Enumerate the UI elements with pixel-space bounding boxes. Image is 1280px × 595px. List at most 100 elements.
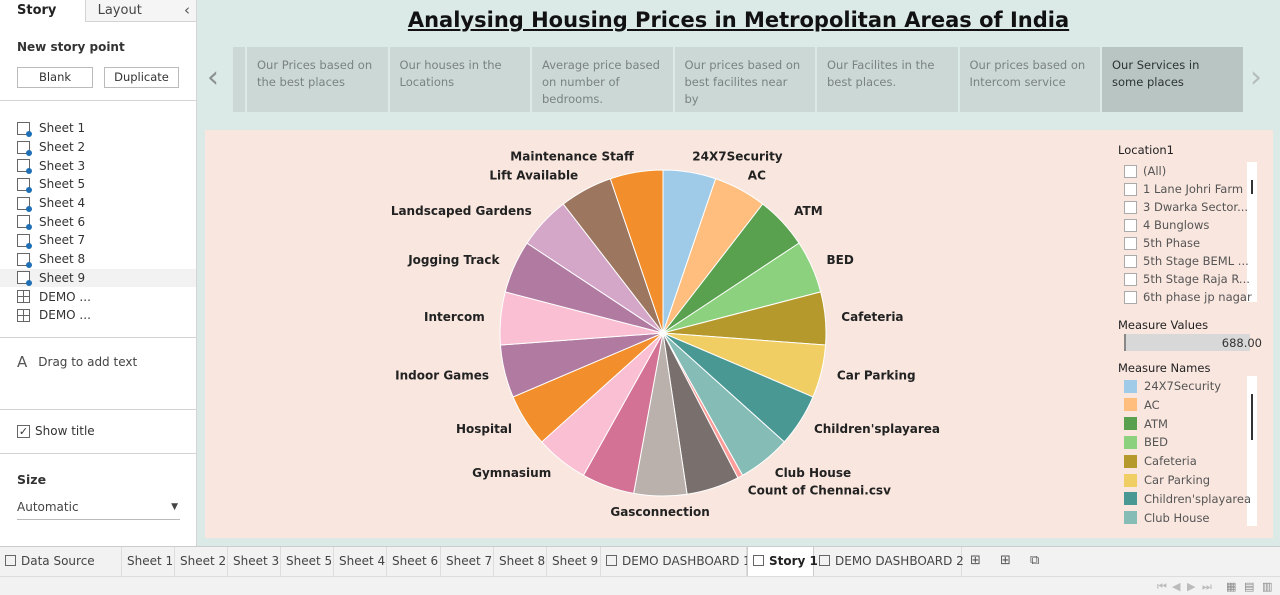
story-point-6[interactable]: Our prices based on Intercom service (959, 47, 1100, 112)
legend-item[interactable]: BED (1124, 433, 1168, 451)
new-story-icon[interactable]: ⧉ (1030, 553, 1040, 568)
next-page-icon[interactable]: ▶ (1187, 580, 1196, 593)
location-label: 5th Stage Raja R... (1143, 272, 1250, 286)
checkbox[interactable] (1124, 164, 1137, 178)
bottom-tab[interactable]: DEMO DASHBOARD 2 (814, 547, 964, 576)
sheet-list-label: Sheet 3 (39, 158, 86, 173)
tabs-view-icon[interactable]: ▥ (1262, 580, 1273, 593)
legend-swatch (1124, 492, 1137, 506)
location-filter-item[interactable]: 5th Phase (1124, 234, 1200, 252)
measure-names-scrollbar[interactable] (1247, 376, 1257, 526)
sheet-list-item[interactable]: Sheet 5 (0, 175, 196, 194)
bottom-tab[interactable]: Story 1 (747, 547, 818, 576)
blank-button[interactable]: Blank (17, 67, 93, 88)
location-filter-item[interactable]: 3 Dwarka Sector... (1124, 198, 1248, 216)
legend-swatch (1124, 435, 1137, 449)
first-page-icon[interactable]: ⏮ (1157, 580, 1167, 593)
story-point-7[interactable]: Our Services in some places (1102, 47, 1243, 112)
measure-values-slider[interactable] (1124, 334, 1250, 351)
bottom-tab[interactable]: Sheet 1 (122, 547, 175, 576)
location-label: (All) (1143, 164, 1167, 178)
tab-layout[interactable]: Layout (85, 0, 196, 22)
bottom-tab[interactable]: Sheet 4 (334, 547, 387, 576)
legend-item[interactable]: Children'splayarea (1124, 490, 1251, 508)
legend-label: Club House (1144, 510, 1210, 525)
legend-item[interactable]: Club House (1124, 509, 1210, 527)
worksheet-icon (17, 215, 32, 231)
bottom-tab[interactable]: Data Source (0, 547, 122, 576)
sheet-list-label: Sheet 9 (39, 270, 86, 285)
text-icon: A (17, 353, 28, 371)
location-filter-item[interactable]: 6th phase jp nagar (1124, 288, 1252, 306)
filmstrip-view-icon[interactable]: ▤ (1244, 580, 1255, 593)
sheet-list-item[interactable]: Sheet 4 (0, 194, 196, 213)
new-dashboard-icon[interactable]: ⊞ (1000, 553, 1011, 568)
story-point-4[interactable]: Our prices based on best facilites near … (674, 47, 815, 112)
checkbox[interactable] (1124, 200, 1137, 214)
sheet-list-item[interactable]: Sheet 1 (0, 119, 196, 138)
tab-story[interactable]: Story (0, 0, 86, 22)
legend-swatch (1124, 398, 1137, 412)
location-label: 4 Bunglows (1143, 218, 1210, 232)
bottom-tab[interactable]: Sheet 9 (547, 547, 601, 576)
pie-chart[interactable]: 24X7Security AC ATM BED Cafeteria Car Parking… (205, 130, 1105, 538)
sheet-list-item[interactable]: DEMO ... (0, 306, 196, 325)
pie-slice[interactable] (609, 169, 664, 334)
collapse-panel-icon[interactable]: ‹ (184, 1, 190, 19)
legend-item[interactable]: AC (1124, 396, 1160, 414)
sheet-list-item[interactable]: Sheet 7 (0, 231, 196, 250)
story-point-3[interactable]: Average price based on number of bedroom… (532, 47, 673, 112)
next-point-icon[interactable]: › (1250, 60, 1262, 95)
sheet-list-item[interactable]: Sheet 6 (0, 212, 196, 231)
bottom-tab[interactable]: Sheet 6 (387, 547, 441, 576)
story-icon (753, 555, 764, 566)
location-filter-item[interactable]: (All) (1124, 162, 1166, 180)
size-select[interactable]: Automatic ▼ (17, 500, 180, 520)
new-worksheet-icon[interactable]: ⊞ (970, 553, 981, 568)
checkbox[interactable] (1124, 272, 1137, 286)
bottom-tab[interactable]: Sheet 2 (175, 547, 228, 576)
sheet-list-item[interactable]: DEMO ... (0, 287, 196, 306)
bottom-tab-label: Sheet 1 (127, 554, 174, 568)
story-point-5[interactable]: Our Facilites in the best places. (817, 47, 958, 112)
story-point-2[interactable]: Our houses in the Locations (389, 47, 530, 112)
checkbox[interactable] (1124, 182, 1137, 196)
checkbox[interactable] (1124, 254, 1137, 268)
checkmark-icon[interactable]: ✓ (17, 424, 30, 438)
previous-point-icon[interactable]: ‹ (207, 60, 219, 95)
checkbox[interactable] (1124, 218, 1137, 232)
location-scrollbar[interactable] (1247, 162, 1257, 302)
sheet-list-item[interactable]: Sheet 8 (0, 250, 196, 269)
checkbox[interactable] (1124, 236, 1137, 250)
story-point-1[interactable]: Our Prices based on the best places (247, 47, 388, 112)
sheet-list-item[interactable]: Sheet 2 (0, 138, 196, 157)
legend-item[interactable]: 24X7Security (1124, 377, 1221, 395)
grid-view-icon[interactable]: ▦ (1226, 580, 1237, 593)
bottom-tab[interactable]: Sheet 3 (228, 547, 281, 576)
bottom-tab[interactable]: Sheet 8 (494, 547, 547, 576)
location-filter-item[interactable]: 5th Stage Raja R... (1124, 270, 1250, 288)
prev-page-icon[interactable]: ◀ (1172, 580, 1181, 593)
sheet-list-item[interactable]: Sheet 3 (0, 156, 196, 175)
duplicate-button[interactable]: Duplicate (104, 67, 179, 88)
checkbox[interactable] (1124, 290, 1137, 304)
show-title-checkbox[interactable]: ✓ Show title (17, 424, 95, 438)
measure-names-scroll-thumb[interactable] (1251, 394, 1253, 440)
bottom-tab[interactable]: DEMO DASHBOARD 1 (601, 547, 751, 576)
sheet-list-item[interactable]: Sheet 9 (0, 268, 196, 288)
legend-item[interactable]: Cafeteria (1124, 452, 1197, 470)
bottom-tab[interactable]: Sheet 7 (441, 547, 494, 576)
worksheet-icon (17, 159, 32, 175)
drag-to-add-text[interactable]: A Drag to add text (17, 353, 137, 371)
location-filter-item[interactable]: 4 Bunglows (1124, 216, 1209, 234)
legend-item[interactable]: ATM (1124, 415, 1168, 433)
location-filter-item[interactable]: 1 Lane Johri Farm (1124, 180, 1243, 198)
location-filter-item[interactable]: 5th Stage BEML ... (1124, 252, 1249, 270)
legend-item[interactable]: Car Parking (1124, 471, 1210, 489)
location-scroll-thumb[interactable] (1251, 180, 1253, 194)
worksheet-icon (17, 252, 32, 268)
bottom-tab[interactable]: Sheet 5 (281, 547, 334, 576)
bottom-tab-label: Sheet 5 (286, 554, 333, 568)
last-page-icon[interactable]: ⏭ (1202, 580, 1212, 593)
sheet-list-label: DEMO ... (39, 308, 91, 323)
